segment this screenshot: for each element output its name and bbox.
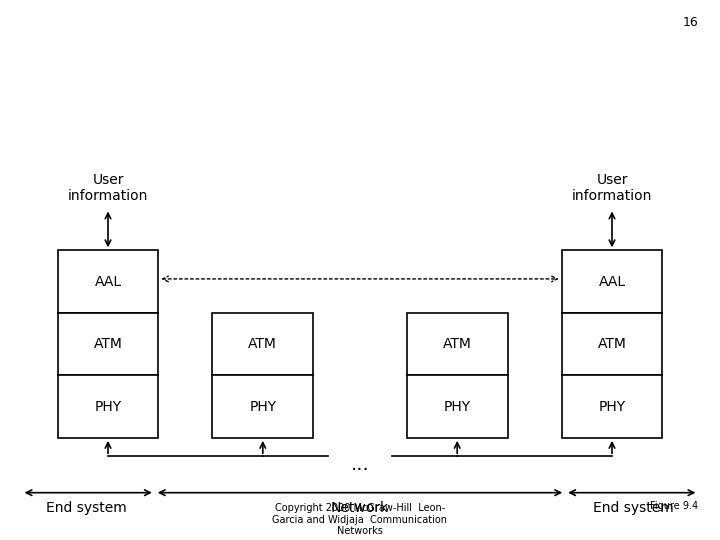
FancyBboxPatch shape xyxy=(212,375,313,438)
Text: PHY: PHY xyxy=(94,400,122,414)
Text: PHY: PHY xyxy=(249,400,276,414)
FancyBboxPatch shape xyxy=(58,313,158,375)
Text: 16: 16 xyxy=(683,16,698,29)
Text: End system: End system xyxy=(593,501,674,515)
FancyBboxPatch shape xyxy=(58,375,158,438)
FancyBboxPatch shape xyxy=(407,313,508,375)
FancyBboxPatch shape xyxy=(58,250,158,313)
Text: PHY: PHY xyxy=(444,400,471,414)
FancyBboxPatch shape xyxy=(407,375,508,438)
Text: User
information: User information xyxy=(68,173,148,203)
Text: AAL: AAL xyxy=(598,274,626,288)
Text: Copyright 2000 McGraw-Hill  Leon-
Garcia and Widjaja  Communication
Networks: Copyright 2000 McGraw-Hill Leon- Garcia … xyxy=(272,503,448,536)
Text: AAL: AAL xyxy=(94,274,122,288)
Text: Network: Network xyxy=(331,501,389,515)
FancyBboxPatch shape xyxy=(562,313,662,375)
Text: ATM: ATM xyxy=(94,337,122,351)
Text: ATM: ATM xyxy=(443,337,472,351)
FancyBboxPatch shape xyxy=(562,250,662,313)
Text: End system: End system xyxy=(46,501,127,515)
FancyBboxPatch shape xyxy=(562,375,662,438)
Text: ATM: ATM xyxy=(248,337,277,351)
Text: ...: ... xyxy=(351,455,369,474)
Text: Figure 9.4: Figure 9.4 xyxy=(650,501,698,511)
Text: PHY: PHY xyxy=(598,400,626,414)
Text: User
information: User information xyxy=(572,173,652,203)
FancyBboxPatch shape xyxy=(212,313,313,375)
Text: ATM: ATM xyxy=(598,337,626,351)
